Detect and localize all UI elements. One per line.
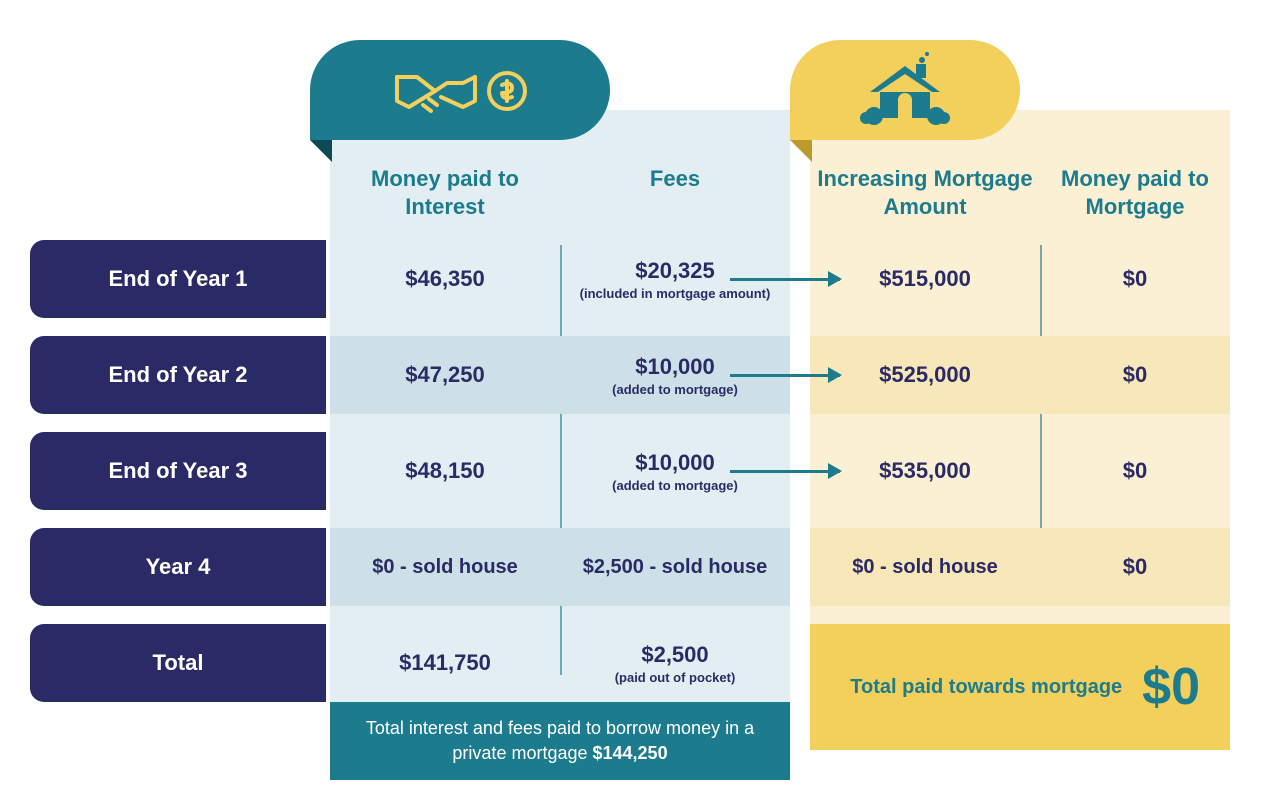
cell-r3-paid: $0 <box>1040 432 1230 510</box>
cell-note: (added to mortgage) <box>612 478 738 493</box>
cell-note: (paid out of pocket) <box>615 670 736 685</box>
cell-r4-amount: $0 - sold house <box>810 528 1040 606</box>
row-label-3: End of Year 3 <box>30 432 326 510</box>
handshake-dollar-icon <box>385 55 535 125</box>
cell-r5-interest: $141,750 <box>330 624 560 702</box>
header-interest: Money paid to Interest <box>330 165 560 220</box>
footer-right-value: $0 <box>1142 657 1200 717</box>
header-fees: Fees <box>560 165 790 193</box>
house-icon <box>850 50 960 130</box>
footer-left-bold: $144,250 <box>593 743 668 763</box>
row-label-4: Year 4 <box>30 528 326 606</box>
cell-note: (added to mortgage) <box>612 382 738 397</box>
cell-note: (included in mortgage amount) <box>580 286 771 301</box>
cell-r3-amount: $535,000 <box>810 432 1040 510</box>
badge-interest-fees <box>310 40 610 140</box>
footer-total-mortgage: Total paid towards mortgage $0 <box>810 624 1230 750</box>
cell-r1-paid: $0 <box>1040 240 1230 318</box>
cell-r2-paid: $0 <box>1040 336 1230 414</box>
cell-value: $2,500 <box>641 642 708 668</box>
row-label-2: End of Year 2 <box>30 336 326 414</box>
cell-r4-paid: $0 <box>1040 528 1230 606</box>
cell-value: $10,000 <box>635 450 715 476</box>
row-label-1: End of Year 1 <box>30 240 326 318</box>
badge-yellow-fold <box>790 140 812 162</box>
badge-teal-fold <box>310 140 332 162</box>
cell-r4-interest: $0 - sold house <box>330 528 560 606</box>
cell-r1-interest: $46,350 <box>330 240 560 318</box>
footer-total-borrow: Total interest and fees paid to borrow m… <box>330 702 790 780</box>
cell-r3-interest: $48,150 <box>330 432 560 510</box>
cell-value: $20,325 <box>635 258 715 284</box>
row-label-5: Total <box>30 624 326 702</box>
cell-r2-interest: $47,250 <box>330 336 560 414</box>
cell-value: $10,000 <box>635 354 715 380</box>
cell-r2-amount: $525,000 <box>810 336 1040 414</box>
cell-r1-amount: $515,000 <box>810 240 1040 318</box>
cell-r5-fees: $2,500 (paid out of pocket) <box>560 624 790 702</box>
footer-right-label: Total paid towards mortgage <box>850 675 1122 699</box>
header-paid-mortgage: Money paid to Mortgage <box>1040 165 1230 220</box>
footer-left-text: Total interest and fees paid to borrow m… <box>366 718 754 763</box>
badge-mortgage <box>790 40 1020 140</box>
header-mortgage-amount: Increasing Mortgage Amount <box>810 165 1040 220</box>
cell-r4-fees: $2,500 - sold house <box>560 528 790 606</box>
